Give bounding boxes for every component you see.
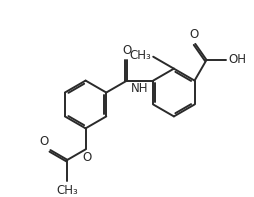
Text: CH₃: CH₃	[57, 184, 78, 197]
Text: NH: NH	[131, 82, 149, 95]
Text: O: O	[82, 151, 91, 164]
Text: O: O	[190, 28, 199, 41]
Text: O: O	[122, 44, 132, 57]
Text: OH: OH	[228, 53, 246, 66]
Text: O: O	[39, 135, 49, 148]
Text: CH₃: CH₃	[130, 49, 151, 62]
